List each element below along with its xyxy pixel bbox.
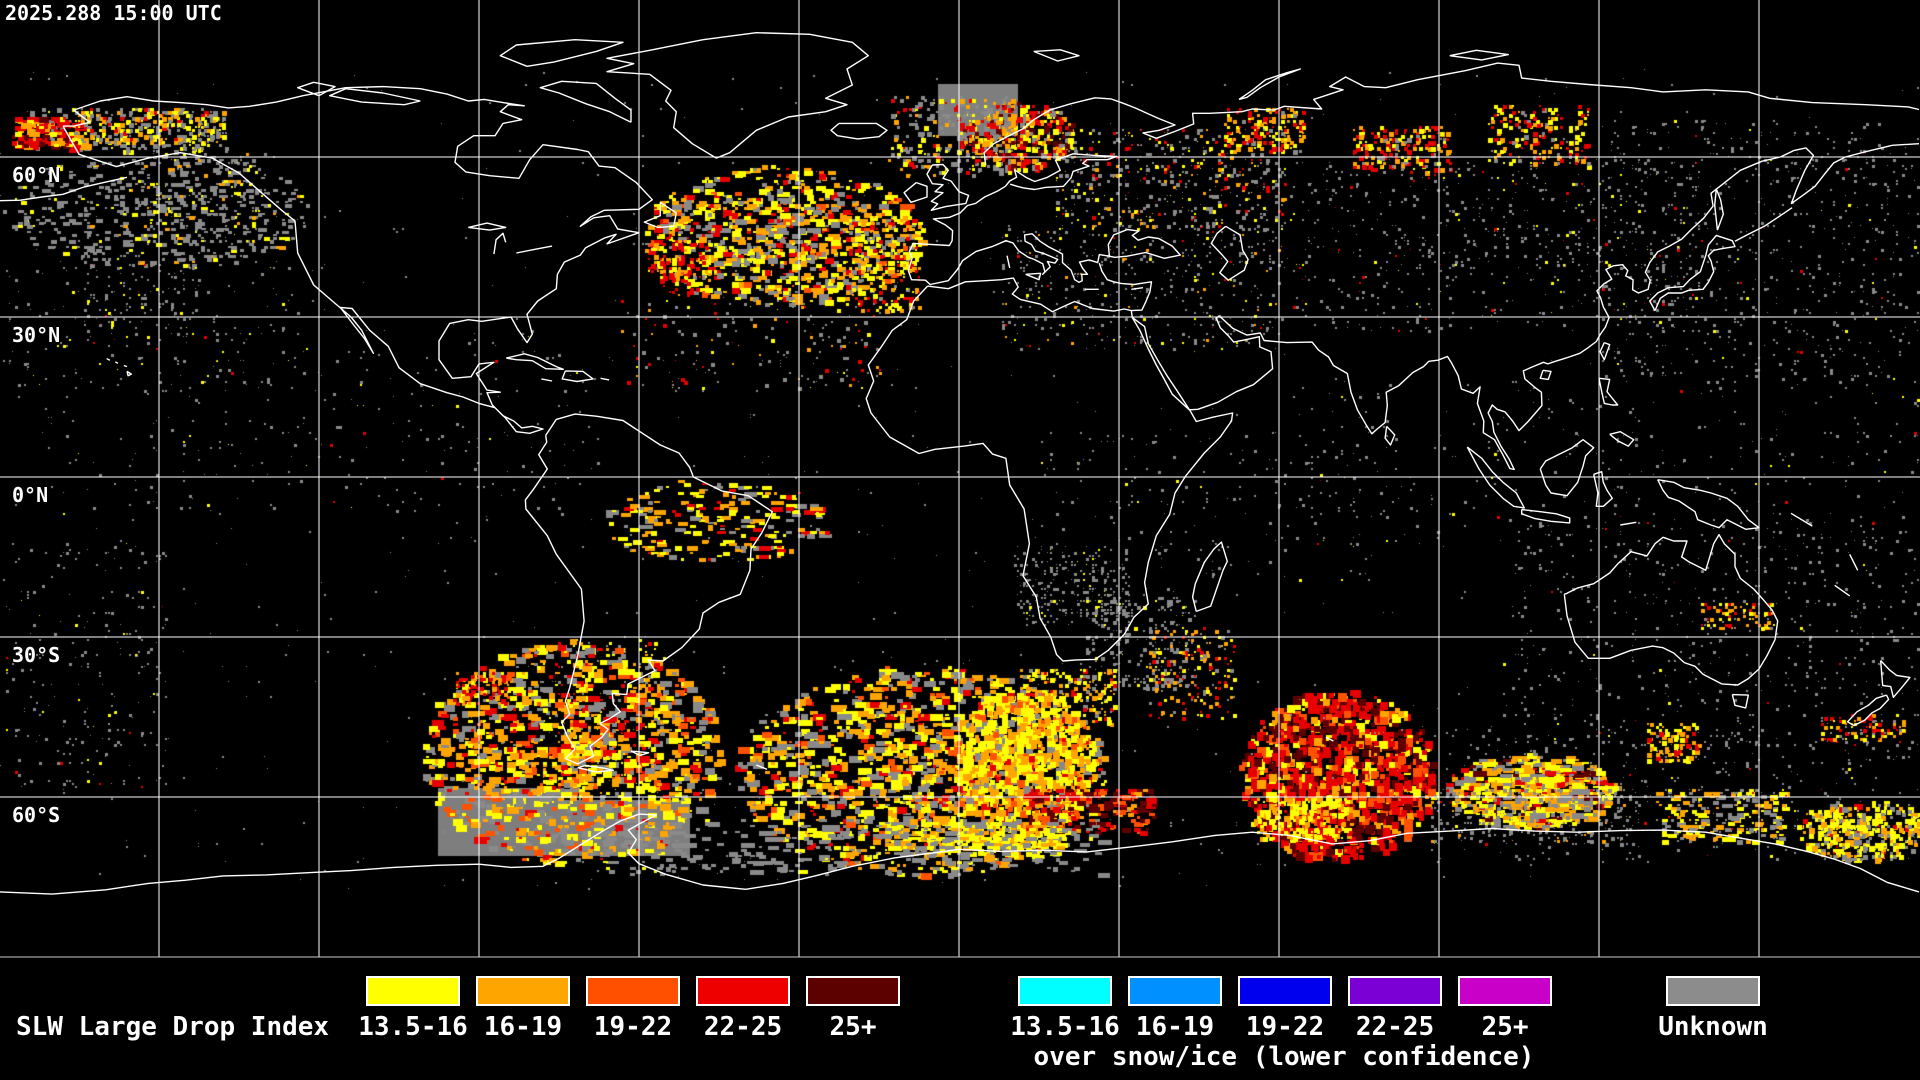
- coastline-segment: [1593, 471, 1614, 507]
- coastline-segment: [506, 353, 564, 370]
- legend-label-snow-13.5-16: 13.5-16: [1010, 1012, 1120, 1042]
- coastline-segment: [1325, 736, 1334, 742]
- coastline-segment: [1599, 341, 1611, 361]
- timestamp: 2025.288 15:00 UTC: [5, 1, 222, 25]
- coastline-segment: [1834, 584, 1851, 597]
- coastline-segment: [493, 232, 507, 255]
- legend-label-snow-16-19: 16-19: [1135, 1012, 1215, 1042]
- coastline-segment: [1025, 272, 1042, 281]
- coastline-segment: [1790, 512, 1813, 527]
- coastline-segment: [983, 62, 1920, 166]
- latitude-label: 30°S: [12, 643, 61, 667]
- legend-label-snow-25+: 25+: [1481, 1012, 1529, 1042]
- coastline-segment: [1238, 68, 1302, 101]
- coastline-segment: [126, 370, 133, 377]
- coastline-segment: [114, 361, 119, 364]
- coastline-segment: [630, 750, 650, 757]
- coastline-segment: [577, 764, 615, 773]
- legend-label-air-13.5-16: 13.5-16: [358, 1012, 468, 1042]
- coastline-segment: [123, 364, 128, 368]
- latitude-label: 0°N: [12, 483, 49, 507]
- coastline-segment: [926, 163, 970, 212]
- coastline-segment: [468, 222, 507, 231]
- coastline-segment: [1131, 287, 1144, 290]
- legend-label-air-19-22: 19-22: [593, 1012, 673, 1042]
- coastline-segment: [865, 277, 1234, 662]
- coastline-segment: [1466, 446, 1526, 509]
- coastline-segment: [1520, 508, 1571, 524]
- coastline-segment: [524, 413, 773, 765]
- legend-label-snow-19-22: 19-22: [1245, 1012, 1325, 1042]
- coastline-segment: [1004, 153, 1118, 191]
- coastline-segment: [0, 813, 1920, 895]
- legend-swatch-unknown: [1666, 976, 1760, 1006]
- coastline-segment: [1648, 234, 1736, 311]
- coastline-segment: [1620, 521, 1637, 526]
- coastline-segment: [600, 377, 610, 381]
- legend-swatch-snow-25+: [1458, 976, 1552, 1006]
- coastline-segment: [1449, 49, 1510, 61]
- coastline-segment: [541, 378, 553, 382]
- legend-label-snow-22-25: 22-25: [1355, 1012, 1435, 1042]
- legend-swatch-air-19-22: [586, 976, 680, 1006]
- coastline-segment: [903, 181, 928, 204]
- coastline-segment: [1713, 188, 1725, 231]
- coastline-segment: [1131, 315, 1274, 411]
- coastline-segment: [1218, 143, 1920, 471]
- coastline-segment: [561, 370, 594, 383]
- legend-swatch-air-25+: [806, 976, 900, 1006]
- coastlines: [0, 32, 1920, 895]
- latitude-label: 60°N: [12, 163, 61, 187]
- coastline-segment: [1731, 693, 1750, 709]
- legend-swatch-snow-22-25: [1348, 976, 1442, 1006]
- legend-label-unknown: Unknown: [1658, 1012, 1768, 1042]
- coastline-segment: [1384, 425, 1396, 446]
- coastline-segment: [1657, 479, 1760, 530]
- coastline-segment: [1846, 694, 1890, 727]
- coastline-segment: [907, 185, 1182, 286]
- coastline-segment: [499, 39, 624, 67]
- legend-swatch-air-13.5-16: [366, 976, 460, 1006]
- coastline-segment: [0, 176, 128, 202]
- coastline-segment: [1033, 49, 1080, 62]
- coastline-segment: [297, 81, 336, 97]
- coastline-segment: [756, 764, 768, 770]
- coastline-segment: [1879, 660, 1911, 698]
- legend-label-air-16-19: 16-19: [483, 1012, 563, 1042]
- legend-swatch-air-22-25: [696, 976, 790, 1006]
- coastline-segment: [1539, 369, 1552, 381]
- legend-swatch-snow-13.5-16: [1018, 976, 1112, 1006]
- coastline-segment: [830, 122, 888, 140]
- coastline-segment: [1563, 533, 1779, 686]
- legend-label-air-22-25: 22-25: [703, 1012, 783, 1042]
- coastline-segment: [62, 85, 653, 434]
- legend-swatch-air-16-19: [476, 976, 570, 1006]
- latitude-label: 60°S: [12, 803, 61, 827]
- coastline-segment: [1734, 207, 1793, 242]
- coastline-segment: [1609, 431, 1635, 447]
- snow-ice-note: over snow/ice (lower confidence): [1033, 1042, 1535, 1072]
- coastline-segment: [516, 245, 553, 254]
- coastline-segment: [643, 201, 677, 229]
- legend-label-air-25+: 25+: [829, 1012, 877, 1042]
- legend-swatch-snow-19-22: [1238, 976, 1332, 1006]
- coastline-segment: [1849, 553, 1859, 571]
- coastline-segment: [1539, 439, 1595, 497]
- coastline-segment: [1006, 255, 1011, 269]
- latitude-label: 30°N: [12, 323, 61, 347]
- coastline-segment: [1098, 262, 1153, 312]
- legend-swatch-snow-16-19: [1128, 976, 1222, 1006]
- coastline-segment: [539, 80, 632, 123]
- legend-title: SLW Large Drop Index: [16, 1012, 330, 1042]
- coastline-segment: [1210, 225, 1249, 281]
- coastline-segment: [1598, 377, 1619, 406]
- coastline-segment: [1191, 541, 1229, 613]
- coastline-segment: [606, 32, 869, 159]
- coastline-segment: [106, 357, 111, 361]
- coastline-segment: [329, 87, 421, 106]
